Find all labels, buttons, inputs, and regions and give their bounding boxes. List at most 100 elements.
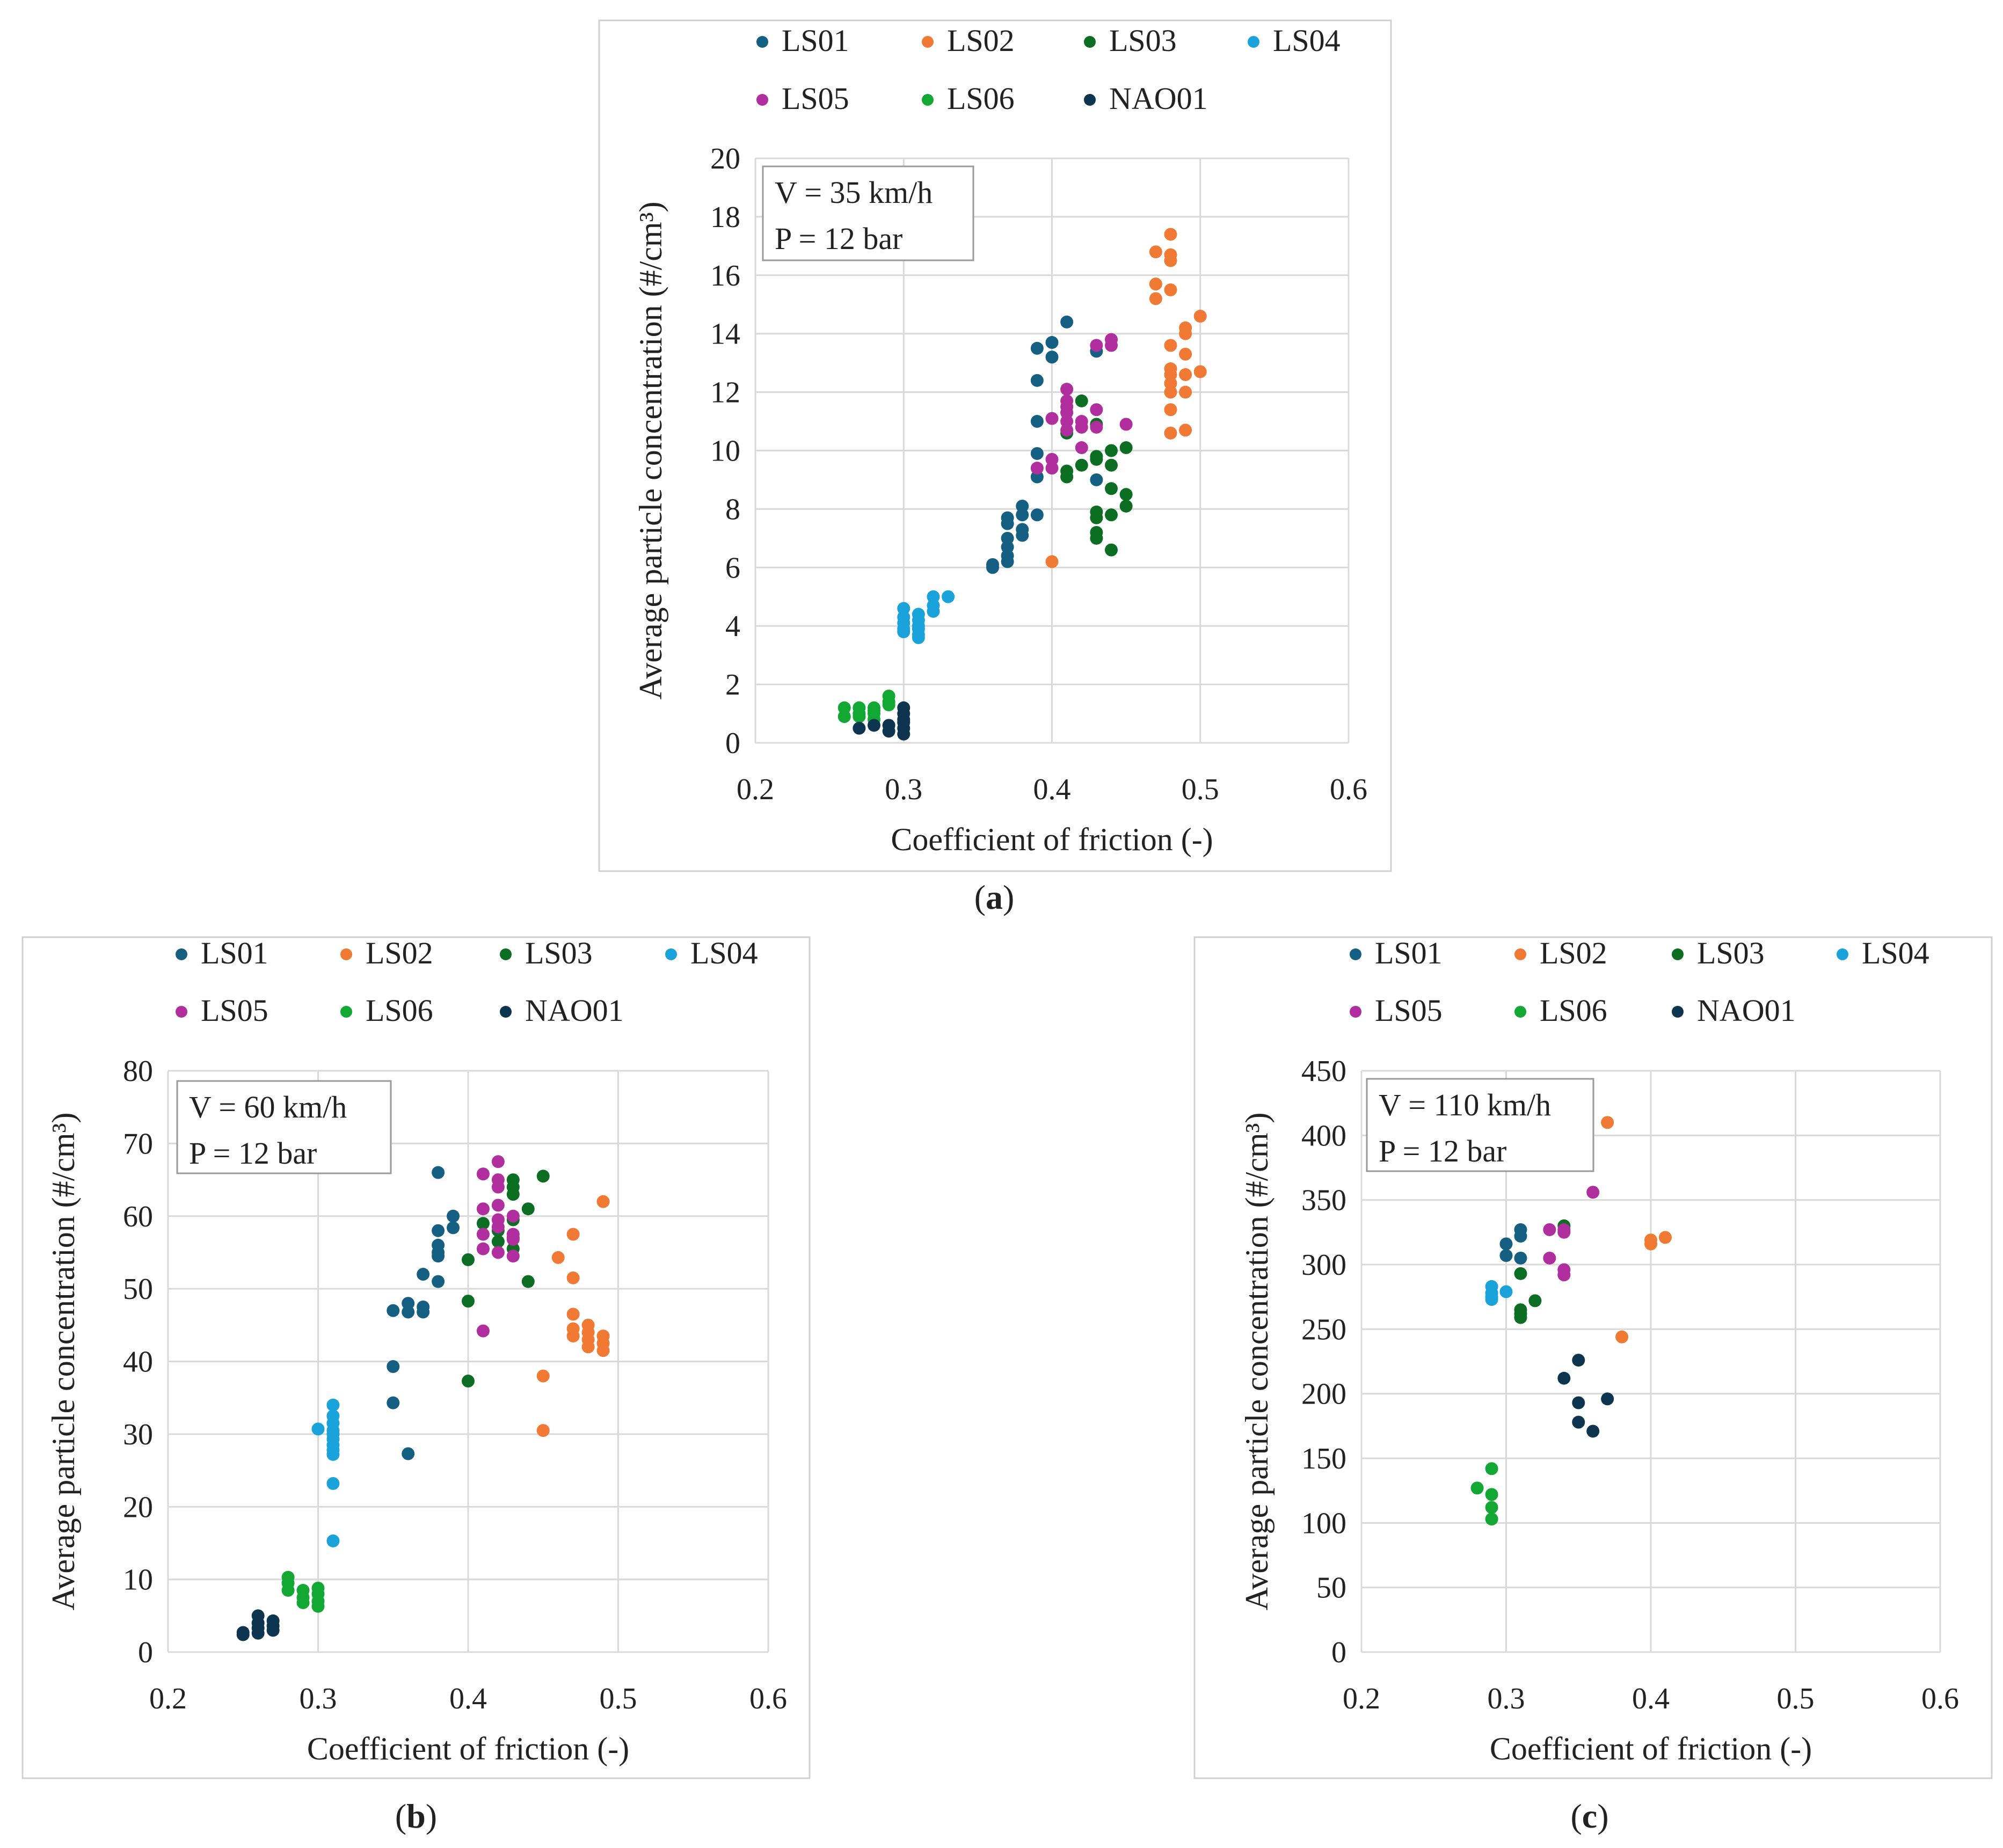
data-point — [447, 1221, 460, 1235]
data-point — [432, 1224, 445, 1237]
annotation-text: P = 12 bar — [775, 221, 902, 256]
data-point — [1485, 1462, 1498, 1476]
y-tick-label: 50 — [123, 1273, 153, 1306]
data-point — [1557, 1268, 1571, 1282]
data-point — [1485, 1501, 1498, 1514]
y-tick-label: 400 — [1301, 1119, 1346, 1152]
data-point — [1060, 315, 1074, 328]
series-ls05 — [476, 1155, 520, 1338]
data-point — [1105, 543, 1118, 557]
data-point — [417, 1268, 430, 1281]
data-point — [1179, 385, 1192, 399]
data-point — [1030, 508, 1044, 522]
data-point — [521, 1202, 535, 1216]
y-tick-label: 350 — [1301, 1184, 1346, 1217]
x-tick-label: 0.5 — [1182, 773, 1219, 806]
legend-label-ls04: LS04 — [1273, 23, 1341, 58]
legend-label-nao01: NAO01 — [1109, 81, 1208, 116]
y-tick-label: 100 — [1301, 1507, 1346, 1540]
data-point — [1615, 1330, 1629, 1343]
data-point — [1105, 444, 1118, 457]
data-point — [1179, 368, 1192, 381]
y-tick-label: 20 — [123, 1491, 153, 1524]
data-point — [1060, 423, 1074, 437]
data-point — [1060, 470, 1074, 484]
y-tick-label: 14 — [710, 318, 740, 351]
data-point — [417, 1305, 430, 1319]
data-point — [1030, 415, 1044, 428]
data-point — [462, 1295, 475, 1308]
legend-label-ls01: LS01 — [1375, 936, 1443, 970]
y-axis-label: Average particle concentration (#/cm³) — [46, 1112, 81, 1610]
chart-frame — [21, 936, 811, 1779]
annotation-box — [1366, 1078, 1594, 1172]
data-point — [1164, 385, 1177, 399]
data-point — [1499, 1285, 1513, 1298]
data-point — [566, 1308, 580, 1321]
legend-label-ls04: LS04 — [1862, 936, 1929, 970]
data-point — [1030, 447, 1044, 460]
data-point — [311, 1599, 325, 1613]
legend-label-ls01: LS01 — [201, 936, 268, 970]
data-point — [986, 561, 999, 574]
legend-marker-ls02 — [922, 36, 934, 48]
y-tick-label: 20 — [710, 142, 740, 176]
x-tick-label: 0.2 — [149, 1682, 187, 1715]
data-point — [506, 1250, 520, 1263]
data-point — [1016, 529, 1029, 542]
data-point — [1485, 1292, 1498, 1306]
data-point — [868, 719, 880, 732]
legend-marker-ls04 — [1248, 36, 1259, 48]
legend: LS01 LS02 LS03 LS04 LS05 LS06 NAO01 — [756, 23, 1341, 116]
data-point — [882, 698, 895, 712]
data-point — [566, 1330, 580, 1343]
legend-marker-ls02 — [1514, 948, 1526, 960]
data-point — [596, 1344, 610, 1357]
y-tick-label: 40 — [123, 1346, 153, 1379]
y-tick-label: 250 — [1301, 1313, 1346, 1346]
y-tick-label: 4 — [725, 610, 740, 643]
data-point — [266, 1624, 280, 1637]
chart-frame — [1193, 936, 1993, 1779]
y-tick-label: 450 — [1301, 1055, 1346, 1088]
y-tick-label: 6 — [725, 551, 740, 585]
x-tick-label: 0.2 — [1343, 1682, 1380, 1715]
x-tick-label: 0.4 — [1033, 773, 1071, 806]
data-point — [1119, 499, 1133, 513]
legend-label-ls01: LS01 — [782, 23, 849, 58]
annotation-box — [762, 165, 974, 261]
legend-label-ls03: LS03 — [525, 936, 593, 970]
data-point — [837, 710, 851, 723]
legend-label-ls06: LS06 — [366, 993, 433, 1028]
data-point — [1193, 365, 1207, 378]
legend-label-ls03: LS03 — [1109, 23, 1177, 58]
data-point — [1485, 1513, 1498, 1526]
y-tick-label: 150 — [1301, 1442, 1346, 1476]
data-point — [1485, 1488, 1498, 1501]
data-point — [491, 1221, 505, 1234]
series-ls01 — [387, 1166, 460, 1460]
series-ls01 — [1499, 1223, 1527, 1265]
y-tick-label: 30 — [123, 1418, 153, 1451]
data-point — [1090, 420, 1103, 434]
series-nao01 — [1557, 1354, 1614, 1438]
data-point — [1528, 1294, 1542, 1308]
data-point — [882, 725, 895, 738]
data-point — [1090, 339, 1103, 352]
data-point — [853, 710, 866, 723]
data-point — [476, 1167, 490, 1181]
chart-panel-c: 0 50 100 150 200 250 300 350 400 450 0.2 0.3 0.4 0.5 0… — [1193, 936, 1993, 1835]
series-ls02 — [536, 1195, 610, 1437]
legend-label-ls05: LS05 — [201, 993, 268, 1028]
y-axis-label: Average particle concentration (#/cm³) — [633, 201, 668, 699]
legend-marker-ls01 — [756, 36, 768, 48]
legend-label-ls02: LS02 — [366, 936, 433, 970]
legend-marker-ls02 — [340, 948, 352, 960]
data-point — [1045, 350, 1059, 364]
data-point — [1658, 1231, 1672, 1244]
data-point — [1644, 1237, 1657, 1251]
data-point — [1149, 292, 1162, 305]
series-ls06 — [837, 689, 895, 726]
data-point — [387, 1396, 400, 1409]
